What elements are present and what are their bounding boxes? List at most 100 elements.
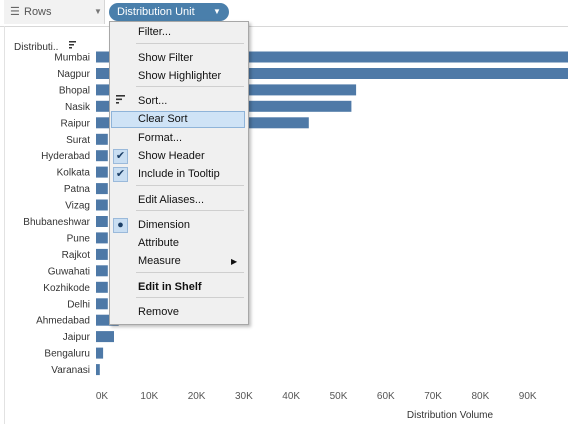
menu-item-label: Measure — [138, 255, 181, 267]
rows-shelf: ☰ Rows ▼ Distribution Unit ▼ — [0, 0, 568, 27]
menu-item-label: Edit Aliases... — [138, 194, 205, 206]
x-tick-label: 20K — [188, 391, 206, 402]
bar-delhi[interactable] — [96, 298, 108, 310]
menu-separator — [136, 210, 244, 211]
menu-item-label: Attribute — [138, 237, 179, 249]
x-tick-label: 70K — [424, 391, 442, 402]
measure-menu-item[interactable]: Measure ▶ — [111, 253, 245, 270]
menu-separator — [136, 86, 244, 87]
category-label[interactable]: Pune — [67, 233, 91, 244]
context-menu: Filter... Show Filter Show Highlighter Sort… — [109, 21, 249, 325]
category-label[interactable]: Bhubaneshwar — [23, 217, 90, 228]
category-label[interactable]: Varanasi — [51, 365, 90, 376]
menu-item-label: Sort... — [138, 95, 168, 107]
include-in-tooltip-menu-item[interactable]: ✔ Include in Tooltip — [111, 166, 245, 183]
edit-in-shelf-menu-item[interactable]: Edit in Shelf — [111, 279, 245, 296]
remove-menu-item[interactable]: Remove — [111, 304, 245, 321]
x-tick-label: 50K — [330, 391, 348, 402]
x-tick-label: 30K — [235, 391, 253, 402]
menu-item-label: Edit in Shelf — [138, 281, 202, 293]
menu-item-label: Clear Sort — [138, 113, 188, 125]
category-label[interactable]: Hyderabad — [41, 151, 90, 162]
menu-item-label: Format... — [138, 132, 183, 144]
sort-icon — [116, 93, 126, 110]
menu-item-label: Show Header — [138, 150, 205, 162]
category-label[interactable]: Nagpur — [57, 69, 90, 80]
bar-vizag[interactable] — [96, 199, 108, 211]
menu-separator — [136, 43, 244, 44]
menu-item-label: Show Filter — [138, 52, 194, 64]
category-label[interactable]: Bengaluru — [44, 349, 90, 360]
checkmark-icon: ✔ — [113, 149, 128, 164]
menu-separator — [136, 297, 244, 298]
clear-sort-menu-item[interactable]: Clear Sort — [111, 111, 245, 128]
bar-bhubaneshwar[interactable] — [96, 216, 108, 227]
rows-dropdown-icon[interactable]: ▼ — [94, 7, 102, 16]
menu-item-label: Dimension — [138, 219, 190, 231]
sort-menu-item[interactable]: Sort... — [111, 93, 245, 110]
bar-guwahati[interactable] — [96, 265, 108, 277]
radio-selected-icon: ● — [113, 218, 128, 233]
menu-separator — [136, 272, 244, 273]
menu-separator — [136, 185, 244, 186]
menu-item-label: Filter... — [138, 26, 172, 38]
x-tick-label: 90K — [519, 391, 537, 402]
category-label[interactable]: Nasik — [65, 102, 91, 113]
category-label[interactable]: Rajkot — [62, 250, 91, 261]
bar-kozhikode[interactable] — [96, 281, 108, 293]
bar-jaipur[interactable] — [96, 331, 114, 343]
category-label[interactable]: Jaipur — [63, 332, 91, 343]
bar-nagpur[interactable] — [96, 68, 568, 79]
x-tick-label: 80K — [472, 391, 490, 402]
bar-pune[interactable] — [96, 232, 108, 244]
checkmark-icon: ✔ — [113, 167, 128, 182]
bar-rajkot[interactable] — [96, 248, 108, 260]
bar-ahmedabad[interactable] — [96, 314, 119, 326]
category-label[interactable]: Raipur — [61, 118, 91, 129]
show-filter-menu-item[interactable]: Show Filter — [111, 50, 245, 67]
rows-list-icon: ☰ — [10, 6, 20, 18]
bar-hyderabad[interactable] — [96, 150, 108, 162]
menu-item-label: Include in Tooltip — [138, 168, 220, 180]
dimension-menu-item[interactable]: ● Dimension — [111, 217, 245, 234]
bar-kolkata[interactable] — [96, 166, 108, 178]
pill-dropdown-icon[interactable]: ▼ — [213, 7, 221, 16]
bar-mumbai[interactable] — [96, 51, 568, 63]
bar-surat[interactable] — [96, 133, 108, 145]
category-label[interactable]: Kozhikode — [43, 283, 90, 294]
category-label[interactable]: Surat — [66, 135, 90, 146]
bar-bengaluru[interactable] — [96, 347, 104, 359]
row-header-label[interactable]: Distributi.. — [14, 42, 58, 53]
x-tick-label: 40K — [282, 391, 300, 402]
bar-patna[interactable] — [96, 183, 108, 195]
sort-icon[interactable] — [69, 41, 76, 49]
category-label[interactable]: Patna — [64, 184, 91, 195]
format-menu-item[interactable]: Format... — [111, 130, 245, 147]
category-label[interactable]: Delhi — [67, 299, 90, 310]
bar-varanasi[interactable] — [96, 364, 100, 376]
x-tick-label: 0K — [96, 391, 109, 402]
menu-item-label: Show Highlighter — [138, 70, 222, 82]
category-label[interactable]: Ahmedabad — [36, 316, 90, 327]
category-label[interactable]: Mumbai — [54, 53, 90, 64]
pill-label: Distribution Unit — [117, 6, 195, 18]
submenu-arrow-icon: ▶ — [231, 257, 238, 266]
chart-area: Distributi.. Mumbai Nagpur Bhopal Nasik Raip… — [4, 26, 568, 424]
edit-aliases-menu-item[interactable]: Edit Aliases... — [111, 192, 245, 209]
category-label[interactable]: Bhopal — [59, 85, 90, 96]
x-axis-title: Distribution Volume — [407, 410, 494, 421]
x-tick-label: 10K — [140, 391, 158, 402]
category-label[interactable]: Guwahati — [48, 266, 90, 277]
show-highlighter-menu-item[interactable]: Show Highlighter — [111, 68, 245, 85]
category-label[interactable]: Kolkata — [57, 168, 91, 179]
bar-chart: Distributi.. Mumbai Nagpur Bhopal Nasik Raip… — [14, 41, 568, 421]
rows-shelf-label[interactable]: ☰ Rows ▼ — [4, 0, 105, 24]
category-label[interactable]: Vizag — [65, 201, 90, 212]
show-header-menu-item[interactable]: ✔ Show Header — [111, 148, 245, 165]
menu-item-label: Remove — [138, 306, 179, 318]
rows-label-text: Rows — [24, 6, 52, 18]
distribution-unit-pill[interactable]: Distribution Unit ▼ — [109, 3, 229, 21]
attribute-menu-item[interactable]: Attribute — [111, 235, 245, 252]
x-tick-label: 60K — [377, 391, 395, 402]
filter-menu-item[interactable]: Filter... — [111, 24, 245, 41]
